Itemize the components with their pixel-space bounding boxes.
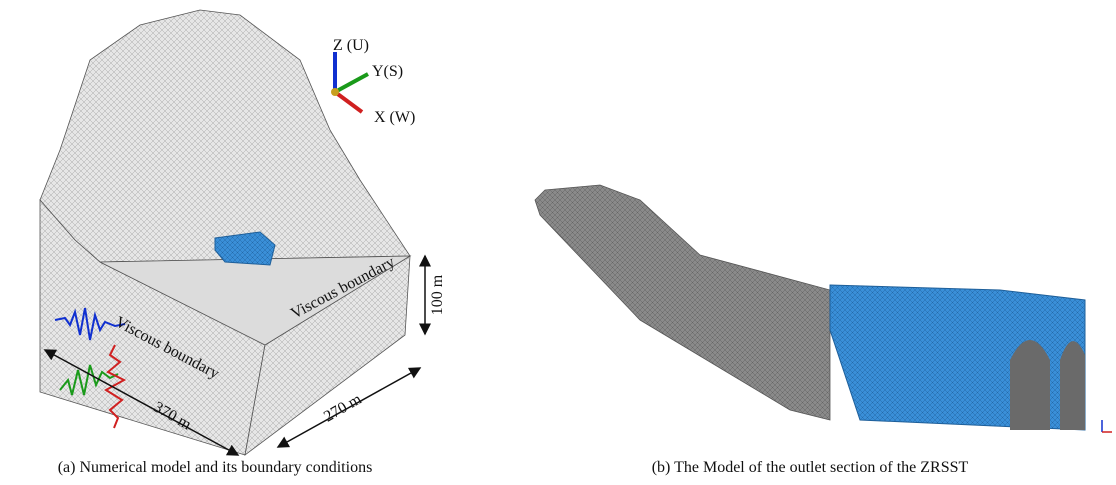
axis-x — [333, 90, 364, 114]
dim-arrow-width — [276, 367, 422, 448]
caption: (a) Numerical model and its boundary con… — [58, 459, 373, 476]
caption: (b) The Model of the outlet section of t… — [652, 459, 969, 476]
axis-origin — [331, 88, 339, 96]
dimension-label: 270 m — [321, 390, 365, 425]
panel-b: (b) The Model of the outlet section of t… — [534, 184, 1112, 476]
tunnel — [534, 184, 831, 421]
dim-arrow-length — [43, 349, 240, 456]
axis-y — [334, 72, 369, 94]
axis-label: X (W) — [374, 109, 415, 126]
arch-openings — [1010, 340, 1085, 430]
wave-blue — [54, 307, 126, 341]
panel-a: Viscous boundary Viscous boundary 370 m … — [39, 9, 446, 476]
axis-label: Y(S) — [372, 63, 403, 80]
axis-label: Z (U) — [333, 37, 369, 54]
dimension-label: 100 m — [429, 274, 446, 315]
outlet-structure — [214, 231, 276, 266]
